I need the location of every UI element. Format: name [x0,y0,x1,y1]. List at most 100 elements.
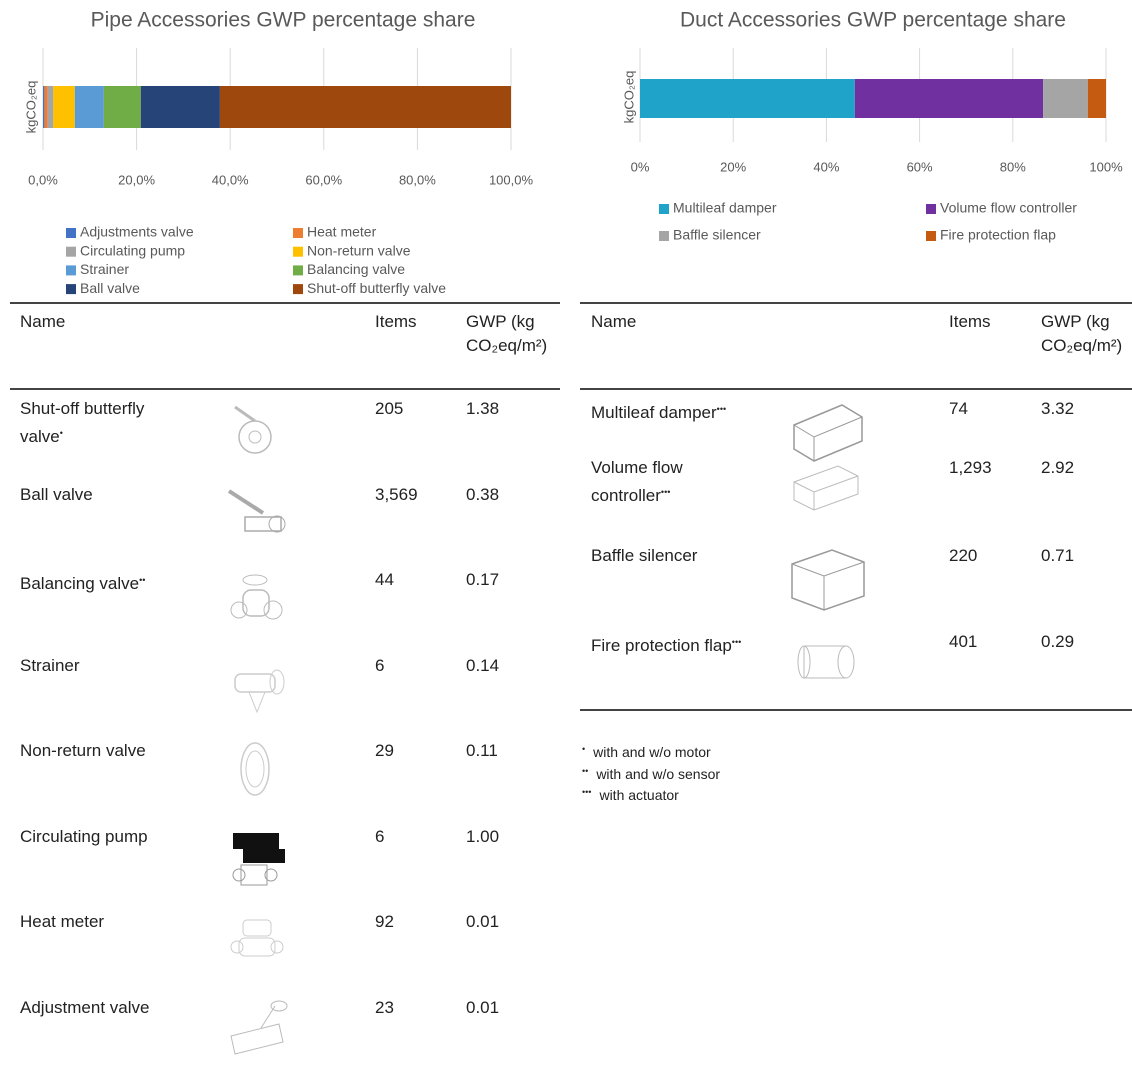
item-icon [230,919,284,957]
rule [10,388,560,390]
legend-swatch [293,284,303,295]
bar-segment [47,86,54,128]
legend-swatch [293,265,303,276]
legend-label: Non-return valve [307,242,411,258]
legend-label: Strainer [80,261,129,277]
bar-segment [74,86,104,128]
rule [580,302,1132,304]
row-gwp: 3.32 [1041,399,1075,418]
item-icon [232,832,285,885]
row-items: 220 [949,546,978,565]
legend-label: Balancing valve [307,261,405,277]
row-name: Non-return valve [20,739,170,763]
item-icon [797,645,855,679]
legend-label: Fire protection flap [940,227,1056,243]
row-gwp: 0.71 [1041,546,1075,565]
x-tick-label: 60,0% [305,172,342,187]
row-items: 6 [375,826,385,846]
bar-segment [43,86,45,128]
bar-segment [1043,79,1088,118]
legend-swatch [293,246,303,257]
name-text: Circulating pump [20,826,148,846]
row-items: 3,569 [375,484,418,504]
name-text: Multileaf damper [591,403,717,422]
row-name: Baffle silencer [591,544,771,568]
column-header: GWP (kg CO₂eq/m²) [466,312,548,355]
footnote: •• with and w/o sensor [582,766,720,782]
bar-segment [44,86,48,128]
legend-label: Multileaf damper [673,200,777,216]
row-items: 92 [375,912,394,931]
row-name: Strainer [20,654,170,678]
x-tick-label: 40,0% [212,172,249,187]
item-icon [234,669,285,713]
row-gwp: 0.14 [466,655,500,675]
legend-swatch [926,231,936,241]
x-tick-label: 0,0% [28,172,58,187]
bar-segment [1087,79,1106,118]
row-name: Multileaf damper••• [591,397,771,425]
footnote-text: with and w/o motor [593,744,711,760]
row-gwp: 2.92 [1041,458,1075,477]
name-text: Ball valve [20,484,93,504]
legend-swatch [66,228,76,238]
axis-label: kgCO₂eq [621,71,636,124]
name-text: Volume flow controller [591,458,683,505]
bar-segment [140,86,220,128]
footnote: • with and w/o motor [582,744,711,760]
footnote-marker: • [582,744,586,754]
name-text: Fire protection flap [591,636,732,655]
x-tick-label: 20% [720,159,746,174]
legend-swatch [66,265,76,276]
row-items: 401 [949,632,978,651]
legend-swatch [926,204,936,214]
legend-label: Ball valve [80,280,140,296]
x-tick-label: 80,0% [399,172,436,187]
row-name: Circulating pump [20,825,170,849]
row-name: Fire protection flap••• [591,630,781,658]
item-icon [793,465,859,511]
legend-swatch [66,284,76,295]
row-gwp: 1.00 [466,826,500,846]
bar-segment [219,86,512,128]
footnote-marker: •• [139,575,146,585]
axis-label: kgCO₂eq [23,81,38,134]
name-text: Strainer [20,655,80,675]
legend-label: Volume flow controller [940,200,1077,216]
rule [10,302,560,304]
row-gwp: 0.11 [466,741,498,760]
name-text: Non-return valve [20,741,146,760]
footnote-marker: •• [582,765,589,776]
row-items: 44 [375,570,394,589]
legend-label: Adjustments valve [80,224,194,240]
legend-swatch [659,204,669,214]
footnote-text: with actuator [599,787,679,803]
row-name: Ball valve [20,483,170,507]
row-items: 23 [375,997,394,1017]
bar-segment [854,79,1044,118]
item-icon [227,488,286,532]
item-icon [230,574,283,620]
legend-swatch [66,246,76,257]
x-tick-label: 20,0% [118,172,155,187]
name-text: Adjustment valve [20,997,150,1017]
legend-label: Heat meter [307,224,377,240]
row-items: 6 [375,655,385,675]
row-gwp: 0.17 [466,570,500,589]
column-header: Items [375,312,417,331]
column-header: GWP (kg CO₂eq/m²) [1041,312,1123,355]
item-icon [230,1000,288,1055]
footnote-marker: ••• [582,787,592,797]
footnote-marker: • [59,428,63,438]
row-name: Balancing valve•• [20,568,170,596]
row-gwp: 1.38 [466,399,500,418]
row-name: Heat meter [20,910,170,934]
item-icon [791,549,865,611]
footnote: ••• with actuator [582,787,679,803]
footnote-marker: ••• [731,637,742,647]
bar-segment [53,86,75,128]
column-header: Items [949,312,991,331]
row-gwp: 0.38 [466,484,500,504]
